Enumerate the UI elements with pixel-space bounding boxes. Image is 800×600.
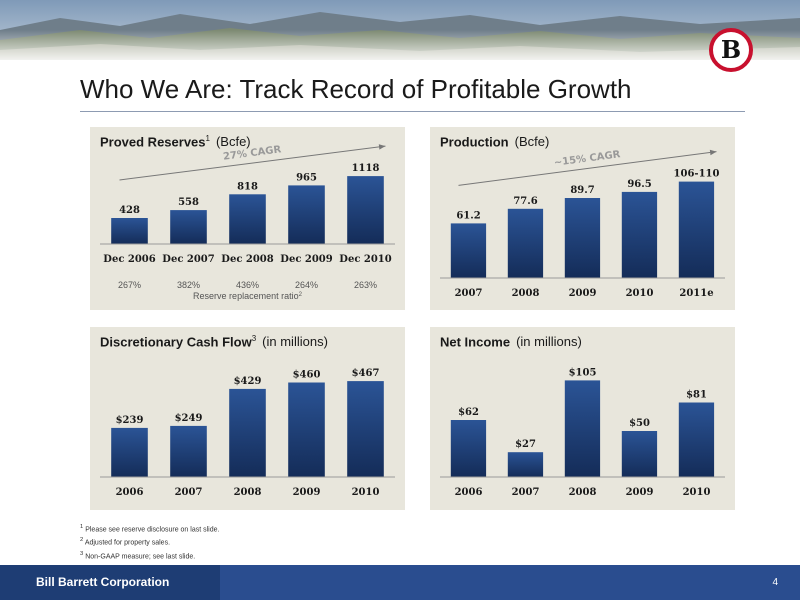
x-tick-label: 2009 — [626, 487, 654, 498]
x-tick-label: Dec 2009 — [280, 254, 332, 265]
data-label: 77.6 — [513, 196, 537, 207]
x-tick-label: Dec 2007 — [162, 254, 214, 265]
x-tick-label: 2006 — [116, 487, 144, 498]
data-label: $81 — [686, 390, 707, 401]
footer-company-block — [0, 565, 220, 600]
bar-dec-2008 — [229, 194, 266, 244]
logo-letter: B — [720, 35, 742, 64]
proved-reserves-panel: Proved Reserves1 (Bcfe) 428 Dec 2006 267% 55… — [90, 127, 405, 310]
bar-2008 — [507, 208, 544, 278]
reserve-replacement-caption: Reserve replacement ratio2 — [193, 291, 303, 301]
cagr-arrow — [119, 145, 386, 181]
data-label: $429 — [234, 376, 262, 387]
data-label: $27 — [515, 439, 536, 450]
data-label: $239 — [116, 415, 144, 426]
data-label: $62 — [458, 407, 479, 418]
x-tick-label: 2009 — [569, 288, 597, 299]
x-tick-label: 2007 — [512, 487, 540, 498]
bar-2008 — [564, 380, 601, 477]
data-label: 558 — [178, 197, 199, 208]
cagr-arrowhead — [709, 149, 717, 156]
bar-2011e — [678, 181, 715, 278]
reserve-replacement-value: 382% — [177, 280, 200, 290]
footnote-1: 1 Please see reserve disclosure on last … — [80, 524, 220, 534]
x-tick-label: Dec 2006 — [103, 254, 155, 265]
production-panel: Production (Bcfe) 61.2 2007 77.6 2008 89.7 200… — [430, 127, 735, 310]
data-label: 1118 — [352, 163, 380, 174]
bar-2007 — [450, 223, 487, 278]
x-tick-label: 2006 — [455, 487, 483, 498]
bar-2009 — [621, 431, 658, 477]
net-income-panel: Net Income (in millions) $62 2006 $27 2007 $1… — [430, 327, 735, 510]
bar-2007 — [170, 425, 207, 477]
x-tick-label: 2008 — [234, 487, 262, 498]
cagr-arrow — [458, 151, 717, 186]
footer-company-name: Bill Barrett Corporation — [36, 575, 170, 589]
x-tick-label: 2010 — [683, 487, 711, 498]
data-label: 428 — [119, 205, 140, 216]
title-divider — [80, 111, 745, 112]
bar-2010 — [347, 381, 384, 477]
reserve-replacement-value: 267% — [118, 280, 141, 290]
footnotes: 1 Please see reserve disclosure on last … — [80, 522, 219, 562]
x-tick-label: Dec 2010 — [339, 254, 391, 265]
bar-2009 — [564, 198, 601, 278]
discretionary-cash-flow-panel: Discretionary Cash Flow3 (in millions) $2… — [90, 327, 405, 510]
page-title: Who We Are: Track Record of Profitable G… — [80, 74, 632, 104]
x-tick-label: 2007 — [455, 288, 483, 299]
x-tick-label: 2011e — [679, 288, 713, 299]
bar-dec-2009 — [288, 185, 325, 244]
data-label: 818 — [237, 181, 258, 192]
cagr-arrowhead — [378, 144, 386, 150]
production-title: Production (Bcfe) — [440, 134, 550, 150]
x-tick-label: 2009 — [293, 487, 321, 498]
net-income-chart: $62 2006 $27 2007 $105 2008 $50 2009 $81 2010 — [440, 367, 725, 498]
bar-2006 — [111, 427, 148, 477]
data-label: $249 — [175, 413, 203, 424]
bar-2006 — [450, 420, 487, 477]
x-tick-label: 2010 — [626, 288, 654, 299]
bar-2010 — [678, 402, 715, 477]
footnote-3: 3 Non-GAAP measure; see last slide. — [80, 550, 196, 560]
data-label: 61.2 — [456, 210, 480, 221]
data-label: $50 — [629, 418, 650, 429]
data-label: 106-110 — [674, 169, 720, 180]
x-tick-label: 2008 — [512, 288, 540, 299]
bar-2009 — [288, 382, 325, 477]
proved-reserves-title: Proved Reserves1 (Bcfe) — [100, 134, 251, 150]
bar-2007 — [507, 452, 544, 477]
x-tick-label: 2007 — [175, 487, 203, 498]
x-tick-label: Dec 2008 — [221, 254, 273, 265]
x-tick-label: 2010 — [352, 487, 380, 498]
net-income-title: Net Income (in millions) — [440, 334, 582, 350]
bar-dec-2007 — [170, 210, 207, 244]
proved-reserves-chart: 428 Dec 2006 267% 558 Dec 2007 382% 818 Dec 200… — [100, 144, 395, 301]
x-tick-label: 2008 — [569, 487, 597, 498]
mountain-landscape-image — [0, 0, 800, 60]
data-label: 89.7 — [570, 185, 594, 196]
data-label: 965 — [296, 172, 317, 183]
page-number: 4 — [772, 577, 778, 588]
reserve-replacement-value: 263% — [354, 280, 377, 290]
bar-dec-2006 — [111, 218, 148, 244]
discretionary-cash-flow-title: Discretionary Cash Flow3 (in millions) — [100, 334, 328, 350]
bar-dec-2010 — [347, 176, 384, 244]
bar-2008 — [229, 388, 266, 477]
discretionary-cash-flow-chart: $239 2006 $249 2007 $429 2008 $460 2009 $467 2010 — [100, 368, 395, 498]
reserve-replacement-value: 436% — [236, 280, 259, 290]
production-chart: 61.2 2007 77.6 2008 89.7 2009 96.5 2010 106-110 2… — [440, 149, 725, 299]
data-label: 96.5 — [627, 179, 651, 190]
mountain-banner — [0, 0, 800, 60]
footer-bar: Bill Barrett Corporation 4 — [0, 565, 800, 600]
data-label: $467 — [352, 368, 380, 379]
data-label: $460 — [293, 370, 321, 381]
data-label: $105 — [569, 367, 597, 378]
company-logo: B — [709, 28, 753, 72]
bar-2010 — [621, 191, 658, 278]
reserve-replacement-value: 264% — [295, 280, 318, 290]
footnote-2: 2 Adjusted for property sales. — [80, 537, 171, 547]
